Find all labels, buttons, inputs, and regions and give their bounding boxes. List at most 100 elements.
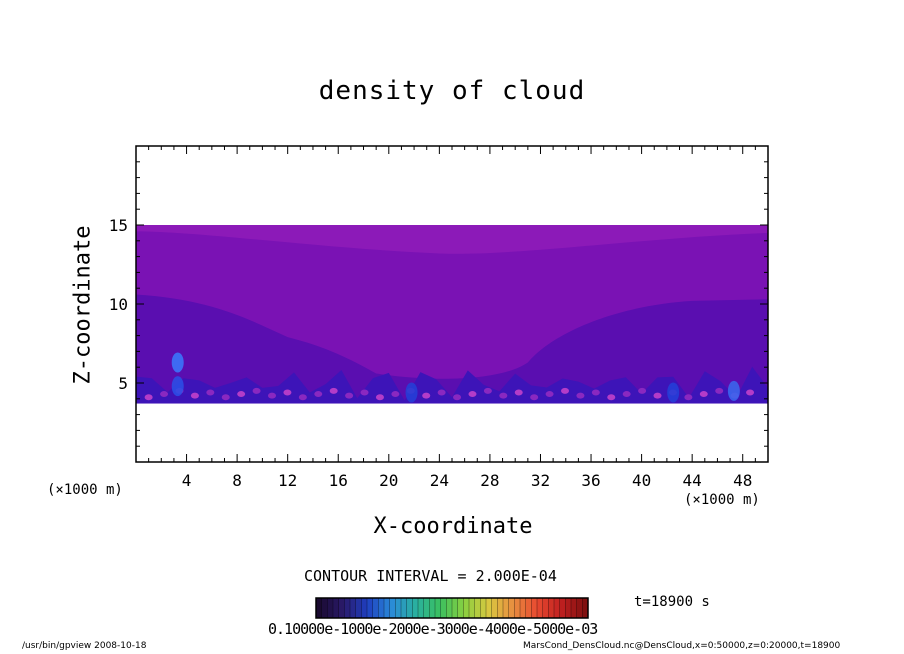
x-tick-label: 48 bbox=[733, 471, 752, 490]
field-speckle bbox=[561, 387, 570, 394]
colorbar-labels: 0.10000e-1000e-2000e-3000e-4000e-5000e-0… bbox=[268, 620, 598, 638]
field-speckle bbox=[530, 394, 539, 401]
colorbar-swatch bbox=[418, 598, 425, 618]
field-blob bbox=[171, 352, 184, 373]
field-blob bbox=[405, 382, 418, 403]
colorbar-swatch bbox=[486, 598, 493, 618]
x-tick-label: 44 bbox=[683, 471, 702, 490]
field-band-top bbox=[136, 225, 768, 254]
colorbar-swatch bbox=[514, 598, 521, 618]
field-speckle bbox=[437, 389, 446, 396]
colorbar-swatch bbox=[361, 598, 368, 618]
x-tick-label: 12 bbox=[278, 471, 297, 490]
colorbar-swatch bbox=[406, 598, 413, 618]
footer-source: MarsCond_DensCloud.nc@DensCloud,x=0:5000… bbox=[523, 641, 841, 651]
field-speckle bbox=[360, 389, 369, 396]
colorbar-swatch bbox=[395, 598, 402, 618]
x-tick-label: 16 bbox=[329, 471, 348, 490]
x-tick-label: 32 bbox=[531, 471, 550, 490]
field-speckle bbox=[314, 391, 323, 398]
colorbar-swatch bbox=[571, 598, 578, 618]
colorbar-swatch bbox=[491, 598, 498, 618]
field-speckle bbox=[345, 392, 354, 399]
x-unit-label-right: (×1000 m) bbox=[684, 492, 760, 508]
field-blob bbox=[727, 380, 740, 401]
field-speckle bbox=[684, 394, 693, 401]
colorbar-swatch bbox=[469, 598, 476, 618]
colorbar-swatch bbox=[367, 598, 374, 618]
colorbar-swatch bbox=[401, 598, 408, 618]
colorbar-swatch bbox=[474, 598, 481, 618]
x-tick-label: 24 bbox=[430, 471, 449, 490]
field-speckle bbox=[591, 389, 600, 396]
colorbar-swatch bbox=[435, 598, 442, 618]
field-speckle bbox=[514, 389, 523, 396]
colorbar-swatch bbox=[440, 598, 447, 618]
field-speckle bbox=[329, 387, 338, 394]
x-unit-label-left: (×1000 m) bbox=[47, 482, 123, 498]
colorbar-swatch bbox=[463, 598, 470, 618]
colorbar-swatch bbox=[548, 598, 555, 618]
colorbar-frame bbox=[315, 597, 589, 619]
x-tick-label: 4 bbox=[182, 471, 192, 490]
x-tick-label: 28 bbox=[480, 471, 499, 490]
field-speckle bbox=[653, 392, 662, 399]
colorbar-swatch bbox=[554, 598, 561, 618]
colorbar-swatch bbox=[333, 598, 340, 618]
y-tick-label: 10 bbox=[109, 295, 128, 314]
colorbar-swatch bbox=[508, 598, 515, 618]
field-speckle bbox=[268, 392, 277, 399]
colorbar-swatch bbox=[497, 598, 504, 618]
colorbar-swatch bbox=[565, 598, 572, 618]
colorbar-swatch bbox=[384, 598, 391, 618]
field-speckle bbox=[453, 394, 462, 401]
colorbar-swatch bbox=[457, 598, 464, 618]
field-speckle bbox=[422, 392, 431, 399]
field-speckle bbox=[699, 391, 708, 398]
colorbar-swatch bbox=[350, 598, 357, 618]
field-speckle bbox=[160, 391, 169, 398]
field-speckle bbox=[576, 392, 585, 399]
colorbar-swatch bbox=[520, 598, 527, 618]
field-speckle bbox=[622, 391, 631, 398]
field-speckle bbox=[638, 387, 647, 394]
field-speckle bbox=[375, 394, 384, 401]
field-speckle bbox=[483, 387, 492, 394]
colorbar-swatch bbox=[542, 598, 549, 618]
x-tick-label: 20 bbox=[379, 471, 398, 490]
colorbar-swatch bbox=[412, 598, 419, 618]
colorbar-swatch bbox=[452, 598, 459, 618]
y-tick-label: 15 bbox=[109, 216, 128, 235]
field-speckle bbox=[206, 389, 215, 396]
field-speckle bbox=[283, 389, 292, 396]
field-speckle bbox=[190, 392, 199, 399]
colorbar-swatch bbox=[537, 598, 544, 618]
x-tick-label: 8 bbox=[232, 471, 242, 490]
colorbar-swatch bbox=[372, 598, 379, 618]
colorbar-swatch bbox=[423, 598, 430, 618]
field-speckle bbox=[237, 391, 246, 398]
field-speckle bbox=[715, 387, 724, 394]
field-speckle bbox=[746, 389, 755, 396]
contour-interval-text: CONTOUR INTERVAL = 2.000E-04 bbox=[304, 567, 557, 585]
field-speckle bbox=[391, 391, 400, 398]
colorbar-swatch bbox=[355, 598, 362, 618]
chart-title: density of cloud bbox=[318, 76, 586, 106]
colorbar-swatch bbox=[321, 598, 328, 618]
colorbar-swatch bbox=[327, 598, 334, 618]
field-band-surface bbox=[136, 366, 768, 404]
field-speckle bbox=[607, 394, 616, 401]
field-speckle bbox=[468, 391, 477, 398]
colorbar-swatch bbox=[316, 598, 323, 618]
field-speckle bbox=[545, 391, 554, 398]
colorbar-swatch bbox=[344, 598, 351, 618]
colorbar-swatch bbox=[582, 598, 589, 618]
colorbar-swatch bbox=[531, 598, 538, 618]
colorbar-swatch bbox=[559, 598, 566, 618]
field-speckle bbox=[221, 394, 230, 401]
x-tick-label: 36 bbox=[581, 471, 600, 490]
footer-command: /usr/bin/gpview 2008-10-18 bbox=[22, 641, 147, 651]
time-stamp: t=18900 s bbox=[634, 594, 710, 610]
colorbar-swatch bbox=[446, 598, 453, 618]
